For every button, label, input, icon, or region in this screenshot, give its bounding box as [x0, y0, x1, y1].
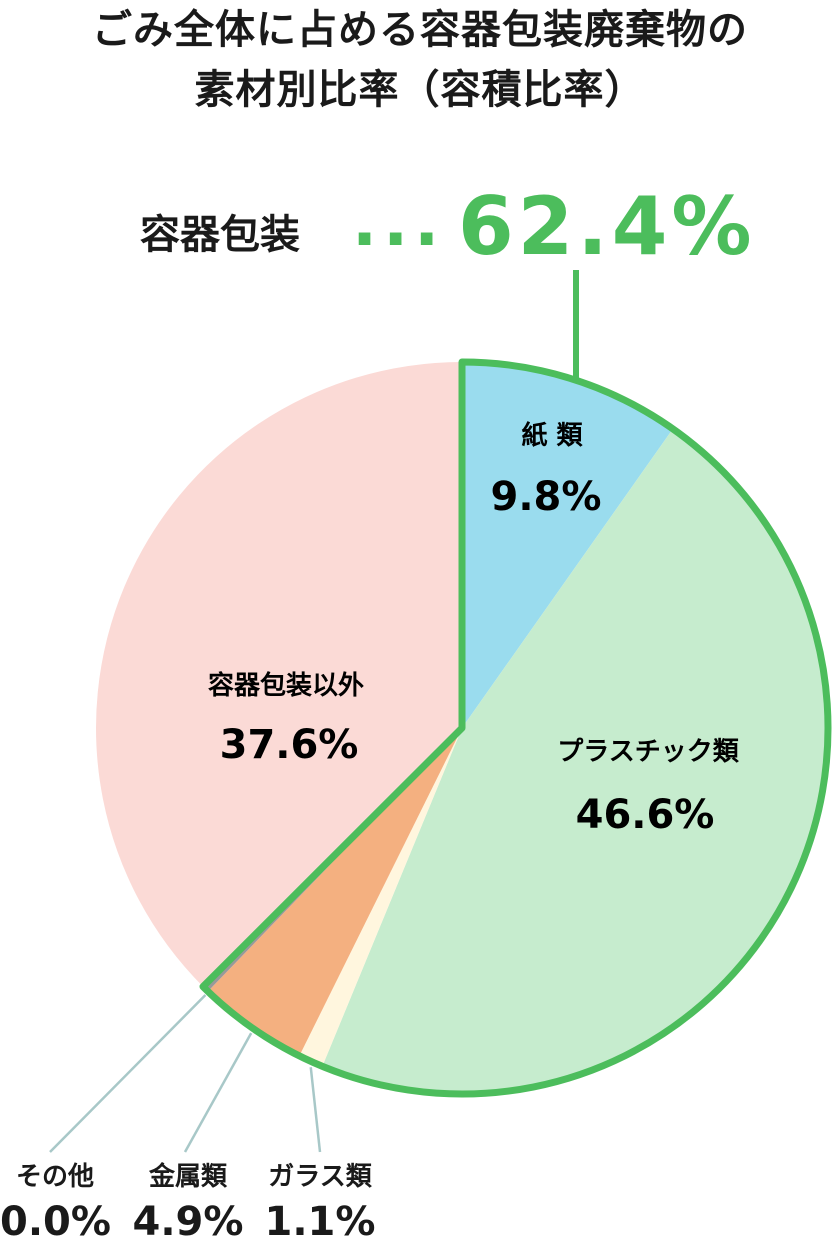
- label-plastic-value: 46.6%: [576, 792, 715, 838]
- chart-title-line-2: 素材別比率（容積比率）: [194, 67, 646, 113]
- summary-value: 62.4%: [458, 180, 756, 273]
- slice-labels: 紙 類 9.8% プラスチック類 46.6% 容器包装以外 37.6%: [208, 420, 740, 838]
- label-non-packaging-name: 容器包装以外: [208, 670, 364, 701]
- leader-glass: [309, 1067, 322, 1153]
- chart-title-line-1: ごみ全体に占める容器包装廃棄物の: [92, 7, 748, 53]
- summary-label: 容器包装: [140, 212, 300, 258]
- leader-other: [49, 994, 207, 1153]
- slice-metal: [207, 728, 462, 1056]
- label-non-packaging-value: 37.6%: [220, 722, 359, 768]
- label-paper-name: 紙 類: [521, 420, 583, 451]
- container-packaging-outline: [199, 358, 832, 1098]
- summary-dots: ...: [352, 184, 446, 261]
- label-metal-value: 4.9%: [132, 1199, 244, 1245]
- label-metal: 金属類 4.9%: [128, 1156, 248, 1245]
- label-plastic-name: プラスチック類: [557, 737, 739, 767]
- container-packaging-summary: 容器包装 ... 62.4%: [0, 180, 840, 280]
- label-glass-value: 1.1%: [264, 1199, 376, 1245]
- label-other-value: 0.0%: [0, 1199, 111, 1245]
- leader-metal: [183, 1032, 253, 1153]
- slice-glass: [299, 728, 462, 1067]
- leader-lines: [49, 994, 322, 1153]
- label-other: その他 0.0%: [0, 1156, 111, 1245]
- slice-plastic: [322, 428, 828, 1094]
- label-glass: ガラス類 1.1%: [256, 1156, 384, 1245]
- label-glass-name: ガラス類: [268, 1162, 372, 1192]
- slice-non-packaging: [96, 362, 462, 987]
- slice-paper: [462, 362, 673, 728]
- label-paper-value: 9.8%: [491, 474, 602, 520]
- label-other-name: その他: [15, 1162, 94, 1192]
- label-metal-name: 金属類: [148, 1162, 227, 1192]
